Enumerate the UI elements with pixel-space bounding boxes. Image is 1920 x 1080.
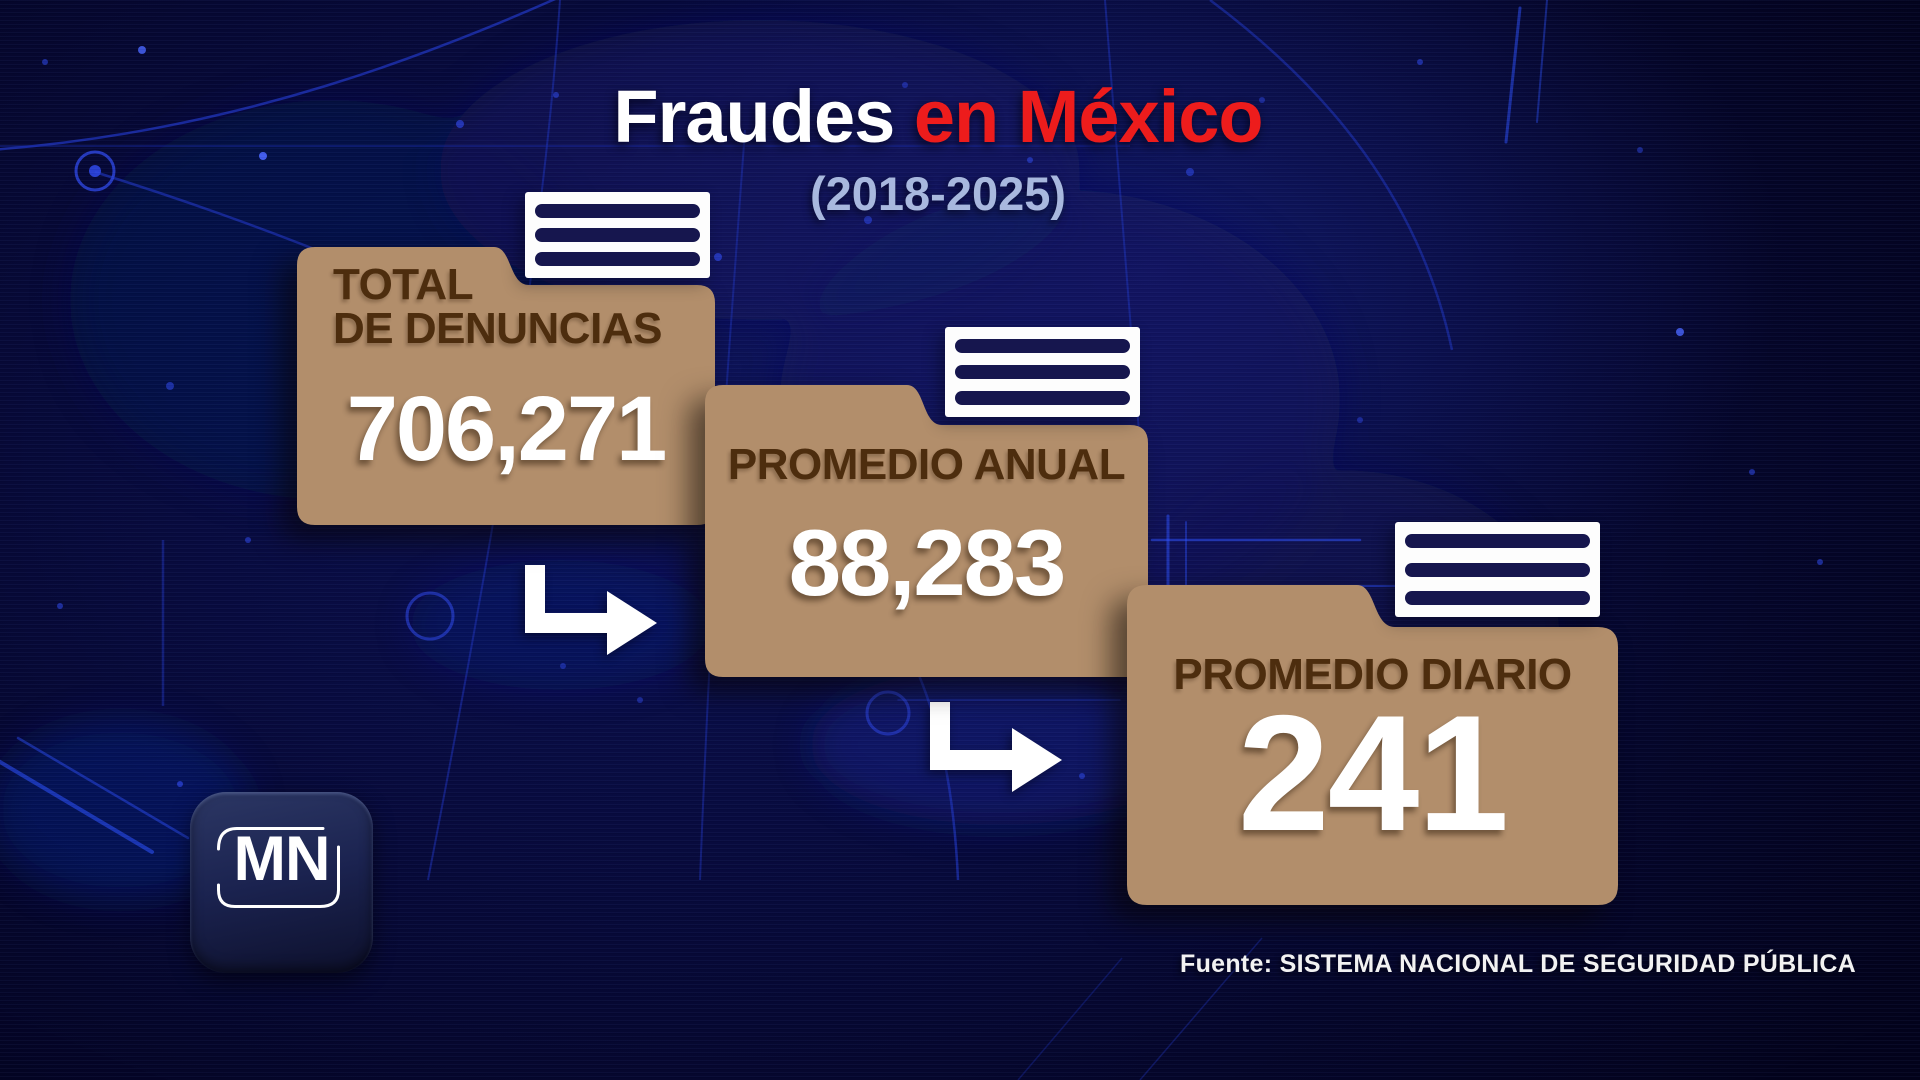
document-line — [955, 339, 1130, 353]
document-line — [1405, 562, 1590, 577]
document-line — [1405, 591, 1590, 605]
subtitle-year-range: (2018-2025) — [809, 167, 1067, 220]
card-value: 241 — [1237, 681, 1509, 865]
title-part-white: Fraudes — [613, 75, 895, 158]
card-label: PROMEDIO ANUAL — [705, 443, 1148, 487]
card-label-line-1: PROMEDIO ANUAL — [727, 440, 1126, 489]
corner-down-right-arrow-icon — [930, 702, 1062, 792]
document-line — [1405, 534, 1590, 548]
stat-card-promedio-diario: PROMEDIO DIARIO 241 — [1127, 522, 1618, 905]
title-block: Fraudes en México (2018-2025) — [613, 80, 1263, 220]
card-label-line-1: TOTAL — [333, 260, 474, 309]
document-line — [955, 365, 1130, 379]
document-icon — [945, 327, 1140, 417]
arrow-glyph — [525, 565, 657, 655]
card-value: 88,283 — [788, 510, 1067, 615]
card-value: 706,271 — [346, 378, 668, 480]
document-icon — [1395, 522, 1600, 617]
card-label-line-2: DE DENUNCIAS — [333, 304, 662, 353]
document-line — [535, 228, 700, 242]
mn-logo: MN — [190, 792, 373, 973]
stat-card-total-denuncias: TOTAL DE DENUNCIAS 706,271 — [297, 192, 715, 525]
arrow-glyph — [930, 702, 1062, 792]
title-part-red: en México — [913, 75, 1264, 158]
document-line — [535, 204, 700, 218]
corner-down-right-arrow-icon — [525, 565, 657, 655]
document-line — [955, 391, 1130, 405]
logo-text: MN — [233, 824, 331, 894]
stat-card-promedio-anual: PROMEDIO ANUAL 88,283 — [705, 327, 1148, 677]
card-label: TOTAL DE DENUNCIAS — [333, 263, 662, 351]
page-title: Fraudes en México — [613, 80, 1263, 154]
source-attribution: Fuente: SISTEMA NACIONAL DE SEGURIDAD PÚ… — [1180, 950, 1857, 978]
